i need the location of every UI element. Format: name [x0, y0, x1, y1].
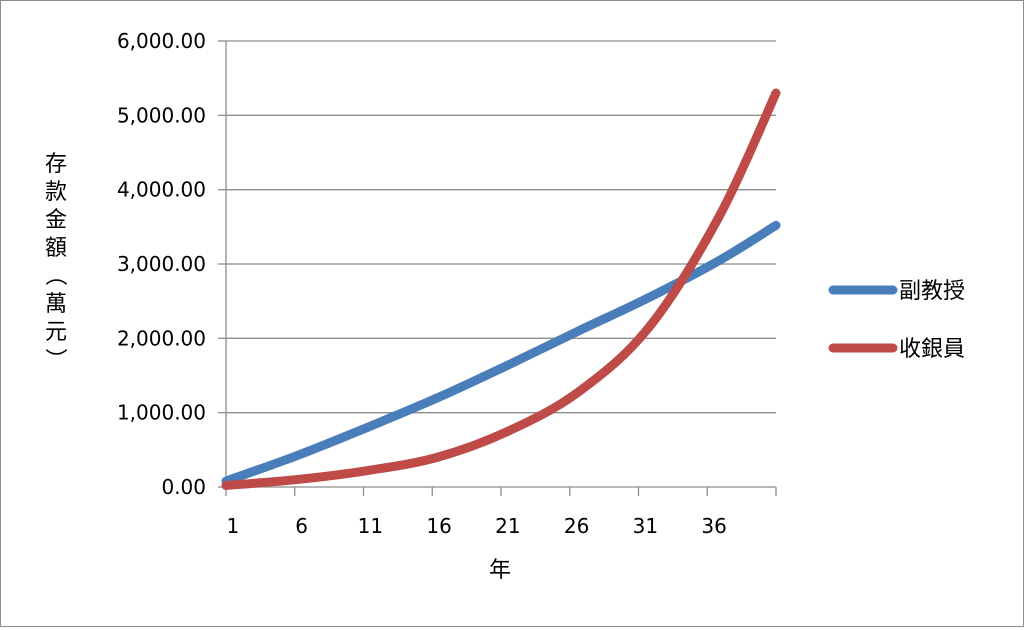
x-tick-label: 11	[358, 514, 383, 538]
x-axis-title: 年	[489, 558, 511, 583]
x-tick-label: 21	[495, 514, 520, 538]
legend-label: 副教授	[899, 279, 965, 304]
y-axis-title-char: 金	[45, 208, 67, 233]
y-tick-label: 0.00	[161, 475, 206, 499]
y-tick-label: 1,000.00	[117, 401, 206, 425]
series-line-2	[221, 88, 781, 491]
x-tick-label: 1	[227, 514, 240, 538]
gridlines	[226, 40, 776, 414]
y-axis-title-char: 額	[45, 236, 67, 261]
legend-label: 收銀員	[899, 337, 965, 362]
y-tick-label: 3,000.00	[117, 252, 206, 276]
y-axis-title-char: 款	[45, 180, 67, 205]
x-tick-labels: 1 6 11 16 21 26 31 36	[225, 487, 777, 538]
y-axis-title-char: 元	[45, 320, 67, 345]
x-tick-label: 16	[426, 514, 451, 538]
y-tick-label: 6,000.00	[117, 29, 206, 53]
y-tick-label: 5,000.00	[117, 103, 206, 127]
y-tick-label: 2,000.00	[117, 326, 206, 350]
y-axis-title-char: ）	[42, 348, 67, 370]
y-tick-label: 4,000.00	[117, 178, 206, 202]
x-tick-label: 26	[564, 514, 589, 538]
y-axis-title-char: 萬	[45, 292, 67, 317]
y-axis-title-char: （	[42, 264, 67, 286]
x-tick-label: 6	[295, 514, 308, 538]
y-tick-labels: 0.00 1,000.00 2,000.00 3,000.00 4,000.00 5,00…	[117, 29, 226, 499]
x-tick-label: 36	[701, 514, 726, 538]
series-line-1	[221, 220, 781, 486]
series-lines	[221, 88, 781, 491]
x-tick-label: 31	[633, 514, 658, 538]
y-axis-title-char: 存	[45, 152, 67, 177]
